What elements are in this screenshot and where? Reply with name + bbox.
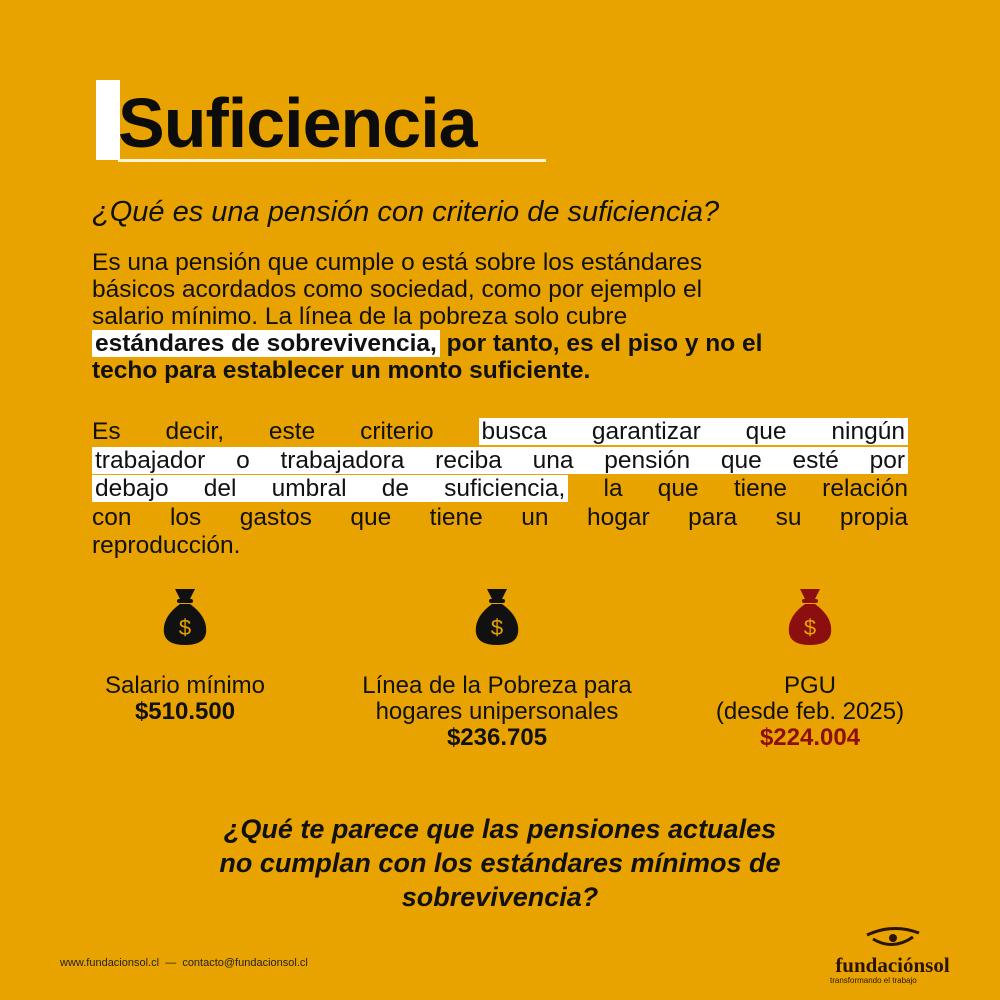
paragraph-line: con los gastos que tiene un hogar para s… — [92, 504, 908, 533]
email-link[interactable]: contacto@fundacionsol.cl — [182, 957, 308, 969]
text-segment: techo para establecer un monto suficient… — [92, 357, 591, 384]
separator: — — [165, 957, 177, 969]
text-segment: Es una pensión que cumple o está sobre l… — [92, 249, 703, 276]
text-segment: salario mínimo. La línea de la pobreza s… — [92, 303, 628, 330]
page-title: Suficiencia — [118, 84, 478, 162]
stat-value: $224.004 — [759, 724, 861, 751]
stat-label: Salario mínimo — [104, 672, 266, 699]
stat-value: $236.705 — [446, 724, 548, 751]
paragraph-criterion: Es decir, este criterio busca garantizar… — [92, 418, 908, 561]
text-segment: la que tiene relación — [568, 475, 908, 502]
fundacionsol-logo: fundaciónsol transformando el trabajo — [820, 925, 965, 986]
stat-salario-minimo: $ Salario mínimo $510.500 — [30, 585, 340, 725]
highlighted-text: debajo del umbral de suficiencia, — [92, 475, 569, 502]
money-bag-icon: $ — [163, 589, 207, 645]
highlighted-text: busca garantizar que ningún — [478, 418, 908, 445]
closing-question-line: ¿Qué te parece que las pensiones actuale… — [223, 814, 777, 844]
stat-sublabel: hogares unipersonales — [375, 698, 619, 725]
stat-linea-pobreza: $ Línea de la Pobreza para hogares unipe… — [342, 585, 652, 751]
svg-text:$: $ — [491, 615, 503, 640]
paragraph-line: reproducción. — [92, 532, 908, 561]
logo-tagline: transformando el trabajo — [830, 976, 917, 985]
title-underline — [118, 159, 546, 162]
paragraph-line: debajo del umbral de suficiencia, la que… — [92, 475, 908, 504]
svg-text:$: $ — [179, 615, 191, 640]
paragraph-line: trabajador o trabajadora reciba una pens… — [92, 446, 908, 476]
stat-pgu: $ PGU (desde feb. 2025) $224.004 — [655, 585, 965, 751]
paragraph-line: Es una pensión que cumple o está sobre l… — [92, 249, 908, 276]
paragraph-line: básicos acordados como sociedad, como po… — [92, 276, 908, 303]
paragraph-line: estándares de sobrevivencia, por tanto, … — [92, 330, 908, 357]
stat-sublabel: (desde feb. 2025) — [715, 698, 905, 725]
svg-text:$: $ — [804, 615, 816, 640]
text-segment: básicos acordados como sociedad, como po… — [92, 276, 703, 303]
paragraph-line: techo para establecer un monto suficient… — [92, 357, 908, 384]
stat-value: $510.500 — [134, 698, 236, 725]
closing-question: ¿Qué te parece que las pensiones actuale… — [0, 812, 1000, 914]
stat-label: PGU — [783, 672, 836, 699]
stat-label: Línea de la Pobreza para — [362, 672, 632, 699]
eye-logo-icon — [865, 927, 920, 946]
closing-question-line: sobrevivencia? — [401, 882, 599, 912]
highlighted-text: trabajador o trabajadora reciba una pens… — [92, 446, 908, 474]
money-bag-icon: $ — [788, 589, 832, 645]
section-number-mark — [96, 80, 120, 160]
footer-contact: www.fundacionsol.cl — contacto@fundacion… — [60, 957, 308, 969]
logo-name: fundaciónsol — [835, 953, 950, 977]
paragraph-line: Es decir, este criterio busca garantizar… — [92, 418, 908, 447]
text-segment: por tanto, es el piso y no el — [439, 330, 763, 357]
closing-question-line: no cumplan con los estándares mínimos de — [219, 848, 781, 878]
paragraph-line: salario mínimo. La línea de la pobreza s… — [92, 303, 908, 330]
money-bag-icon: $ — [475, 589, 519, 645]
paragraph-definition: Es una pensión que cumple o está sobre l… — [92, 249, 908, 384]
text-segment: Es decir, este criterio — [92, 418, 479, 445]
website-link[interactable]: www.fundacionsol.cl — [60, 957, 160, 969]
text-segment: reproducción. — [92, 532, 241, 559]
highlighted-text: estándares de sobrevivencia, — [92, 330, 440, 357]
text-segment: con los gastos que tiene un hogar para s… — [92, 503, 908, 531]
section-question: ¿Qué es una pensión con criterio de sufi… — [92, 196, 720, 228]
